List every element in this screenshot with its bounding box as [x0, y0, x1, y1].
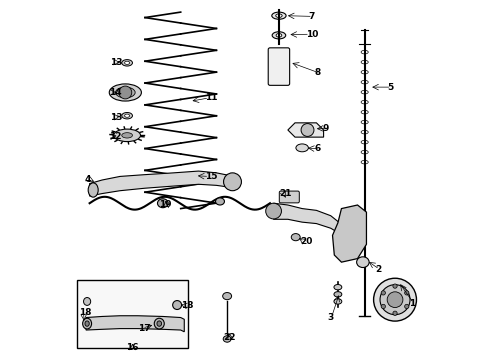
Ellipse shape — [109, 84, 142, 101]
Text: 1: 1 — [409, 299, 416, 308]
Circle shape — [393, 284, 397, 288]
Circle shape — [405, 291, 409, 295]
Text: 8: 8 — [315, 68, 321, 77]
Ellipse shape — [297, 127, 308, 133]
Text: 2: 2 — [375, 265, 382, 274]
Circle shape — [380, 285, 410, 315]
Ellipse shape — [172, 301, 182, 310]
Text: 16: 16 — [126, 343, 139, 352]
Bar — [77, 280, 188, 348]
Ellipse shape — [222, 293, 232, 300]
Text: 19: 19 — [159, 200, 172, 209]
FancyBboxPatch shape — [279, 191, 299, 203]
Ellipse shape — [83, 318, 92, 329]
Text: 4: 4 — [85, 175, 91, 184]
Text: 11: 11 — [205, 93, 218, 102]
Ellipse shape — [276, 33, 282, 37]
Text: 3: 3 — [327, 313, 333, 322]
Text: 20: 20 — [300, 237, 313, 246]
Polygon shape — [288, 123, 323, 137]
Polygon shape — [333, 205, 367, 262]
Text: 9: 9 — [323, 124, 329, 133]
Circle shape — [405, 304, 409, 309]
Text: 18: 18 — [181, 301, 194, 310]
Text: 10: 10 — [306, 30, 318, 39]
Ellipse shape — [334, 299, 342, 304]
Polygon shape — [273, 203, 340, 234]
Circle shape — [266, 203, 281, 219]
Polygon shape — [90, 171, 234, 196]
Ellipse shape — [272, 12, 286, 19]
Circle shape — [381, 304, 386, 309]
Circle shape — [373, 278, 416, 321]
Circle shape — [381, 291, 386, 295]
Ellipse shape — [157, 199, 168, 208]
Circle shape — [119, 86, 132, 99]
Ellipse shape — [291, 234, 300, 241]
Ellipse shape — [124, 114, 130, 117]
Text: 14: 14 — [109, 88, 121, 97]
Ellipse shape — [357, 257, 369, 267]
Text: 6: 6 — [315, 144, 321, 153]
Text: 22: 22 — [224, 333, 236, 342]
Text: 18: 18 — [79, 308, 92, 317]
Ellipse shape — [157, 321, 162, 326]
Polygon shape — [86, 316, 184, 332]
Ellipse shape — [334, 284, 342, 290]
Ellipse shape — [122, 60, 132, 66]
FancyBboxPatch shape — [268, 48, 290, 85]
Ellipse shape — [88, 183, 98, 197]
Text: 15: 15 — [205, 172, 218, 181]
Text: 7: 7 — [309, 12, 315, 21]
Text: 17: 17 — [138, 324, 150, 333]
Ellipse shape — [334, 292, 342, 297]
Circle shape — [387, 292, 403, 307]
Ellipse shape — [154, 318, 164, 329]
Ellipse shape — [122, 133, 132, 138]
Ellipse shape — [122, 112, 132, 119]
Text: 21: 21 — [279, 189, 292, 198]
Text: 5: 5 — [387, 83, 393, 92]
Ellipse shape — [116, 87, 135, 98]
Ellipse shape — [272, 32, 286, 39]
Circle shape — [301, 123, 314, 136]
Ellipse shape — [114, 129, 141, 141]
Ellipse shape — [276, 14, 282, 18]
Ellipse shape — [223, 336, 231, 342]
Ellipse shape — [83, 297, 91, 305]
Ellipse shape — [216, 198, 224, 205]
Circle shape — [223, 173, 242, 191]
Circle shape — [393, 311, 397, 315]
Ellipse shape — [124, 61, 130, 64]
Text: 13: 13 — [110, 58, 122, 67]
Ellipse shape — [296, 144, 308, 152]
Ellipse shape — [85, 321, 89, 326]
Text: 12: 12 — [109, 132, 121, 141]
Text: 13: 13 — [110, 113, 122, 122]
